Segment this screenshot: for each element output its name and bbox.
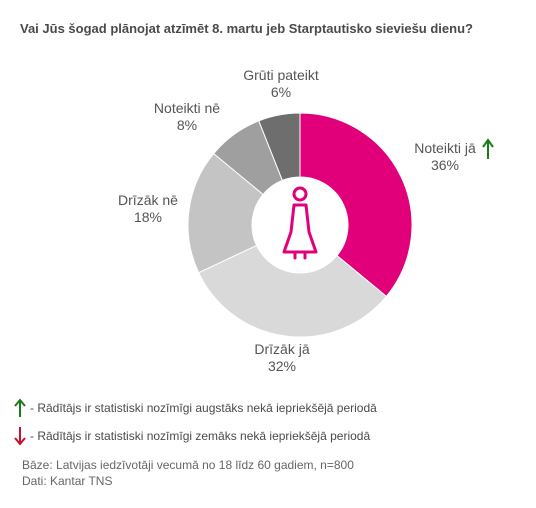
- slice-value: 36%: [431, 157, 459, 173]
- slice-value: 18%: [134, 209, 162, 225]
- legend-up-text: - Rādītājs ir statistiski nozīmīgi augst…: [30, 401, 377, 415]
- woman-icon: [282, 186, 318, 260]
- arrow-up-icon: [14, 398, 26, 417]
- slice-value: 6%: [271, 84, 291, 100]
- legend-down: - Rādītājs ir statistiski nozīmīgi zemāk…: [14, 426, 370, 446]
- slice-2: [197, 244, 388, 338]
- slice-1: [299, 112, 413, 298]
- slice-3: [187, 152, 264, 274]
- arrow-up-icon: [482, 138, 494, 159]
- slice-label: Noteikti nē: [154, 100, 220, 116]
- slice-label: Noteikti jā: [414, 140, 476, 156]
- legend-up: - Rādītājs ir statistiski nozīmīgi augst…: [14, 398, 377, 418]
- slice-label: Grūti pateikt: [243, 67, 319, 83]
- arrow-down-icon: [14, 427, 26, 446]
- slice-value: 32%: [268, 358, 296, 374]
- footnote-source: Dati: Kantar TNS: [22, 474, 113, 488]
- slice-value: 8%: [177, 117, 197, 133]
- footnote-base: Bāze: Latvijas iedzīvotāji vecumā no 18 …: [22, 458, 354, 472]
- slice-5: [258, 112, 301, 182]
- legend-down-text: - Rādītājs ir statistiski nozīmīgi zemāk…: [30, 429, 371, 443]
- slice-label: Drīzāk nē: [118, 192, 178, 208]
- chart-title: Vai Jūs šogad plānojat atzīmēt 8. martu …: [20, 21, 473, 36]
- slice-label: Drīzāk jā: [254, 341, 309, 357]
